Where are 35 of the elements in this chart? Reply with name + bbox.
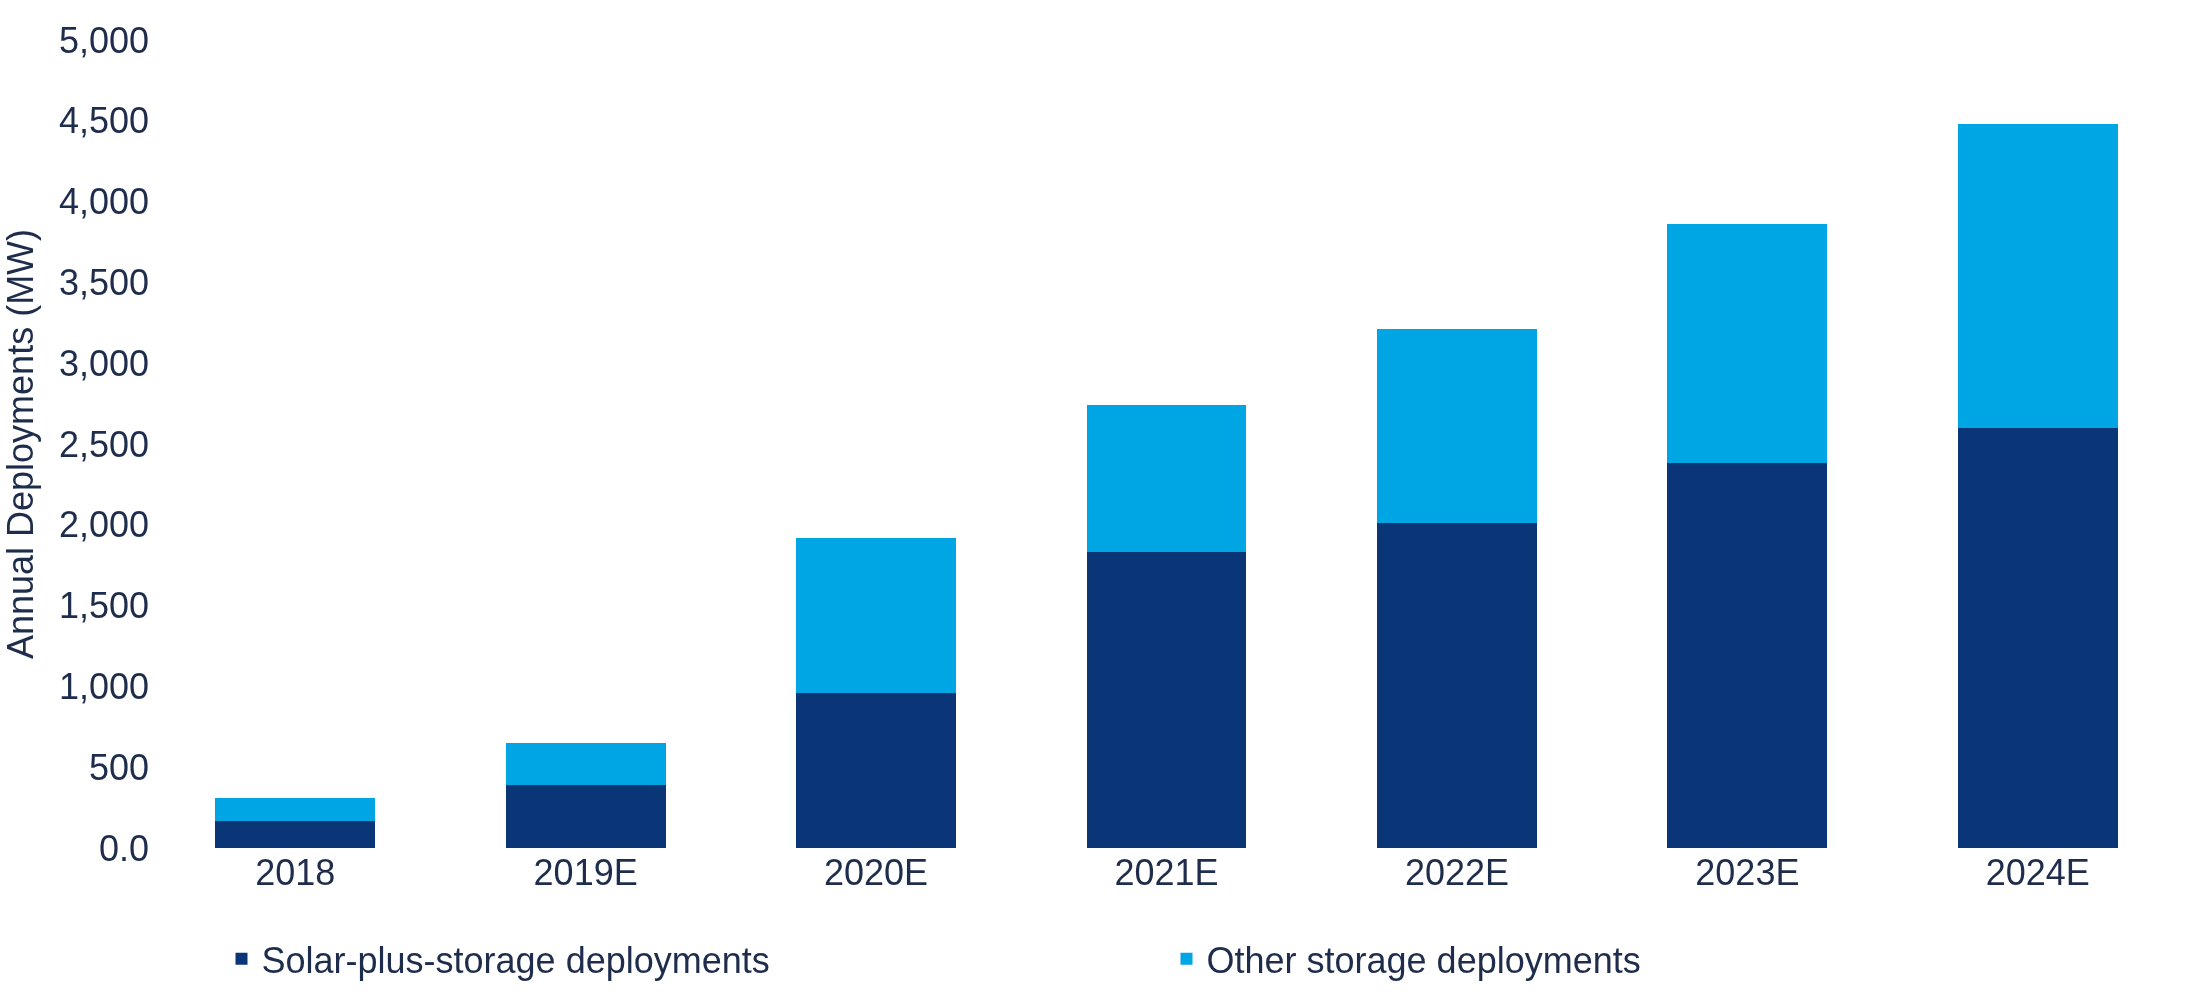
y-tick-label: 1,000	[58, 666, 149, 707]
y-tick-label: 4,000	[58, 181, 149, 223]
bar	[1667, 463, 1828, 848]
bar	[215, 797, 376, 821]
bar	[1086, 405, 1247, 553]
bar	[1377, 329, 1537, 524]
x-tick-label: 2021E	[1114, 852, 1219, 893]
y-axis-title: Annual Deployments (MW)	[0, 228, 41, 660]
x-tick-label: 2024E	[1985, 852, 2090, 893]
bar	[1086, 552, 1247, 848]
y-tick-label: 3,500	[58, 262, 149, 303]
x-tick-label: 2019E	[533, 852, 638, 893]
y-tick-label: 1,500	[58, 585, 149, 627]
legend-label: Other storage deployments	[1206, 939, 1641, 981]
y-tick-label: 2,500	[58, 423, 149, 465]
y-tick-label: 4,500	[58, 100, 149, 142]
bar	[505, 784, 666, 848]
y-tick-label: 5,000	[58, 19, 149, 61]
y-tick-label: 2,000	[58, 504, 149, 546]
bar	[1957, 124, 2118, 428]
y-tick-label: 500	[88, 746, 149, 788]
x-tick-label: 2018	[255, 852, 336, 893]
y-tick-label: 0.0	[98, 827, 149, 869]
bar	[796, 537, 956, 693]
legend-label: Solar-plus-storage deployments	[261, 939, 770, 981]
bar	[1377, 523, 1537, 848]
x-tick-label: 2020E	[824, 852, 929, 893]
bar	[215, 820, 376, 848]
bar	[505, 742, 666, 785]
x-tick-label: 2023E	[1695, 852, 1800, 893]
x-tick-label: 2022E	[1404, 852, 1509, 893]
bar	[1667, 224, 1828, 464]
y-tick-label: 3,000	[58, 342, 149, 384]
bar	[796, 692, 956, 848]
bar	[1957, 427, 2118, 848]
